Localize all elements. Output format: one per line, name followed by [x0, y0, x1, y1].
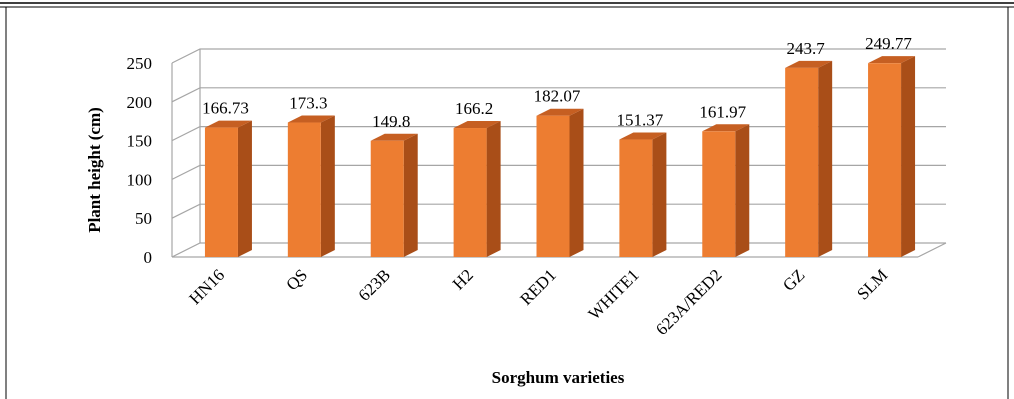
- y-tick-label: 250: [127, 54, 153, 73]
- bar-side-face: [237, 120, 252, 257]
- x-tick-label: 623B: [355, 265, 394, 304]
- bar-front-face: [536, 115, 570, 257]
- y-tick-label: 50: [135, 209, 152, 228]
- y-tick-label: 150: [127, 132, 153, 151]
- x-tick-label: QS: [282, 265, 311, 294]
- bar-top-face: [370, 133, 418, 141]
- data-labels: 166.73 173.3 149.8 166.2 182.07 151.37 161.97 2…: [202, 34, 912, 131]
- bar-front-face: [785, 67, 819, 258]
- bar-side-face: [735, 124, 750, 257]
- bar-front-face: [370, 140, 404, 257]
- x-tick-label: WHITE1: [585, 265, 643, 323]
- bars: [204, 56, 916, 258]
- floor-right-edge: [917, 242, 947, 258]
- data-label: 173.3: [289, 94, 327, 113]
- bar-front-face: [702, 131, 736, 257]
- bar: [453, 121, 501, 257]
- bar-side-face: [403, 133, 418, 257]
- y-axis-title: Plant height (cm): [85, 107, 104, 233]
- bar-top-face: [785, 60, 833, 68]
- bar: [204, 120, 252, 257]
- bar: [702, 124, 750, 257]
- data-label: 166.2: [455, 99, 493, 118]
- x-tick-label: RED1: [516, 265, 559, 308]
- bar-side-face: [901, 56, 916, 257]
- bar-top-face: [453, 121, 501, 129]
- bar-top-face: [204, 120, 252, 128]
- bar-side-face: [486, 121, 501, 257]
- bar-front-face: [204, 127, 238, 257]
- bar-top-face: [536, 108, 584, 116]
- bar-front-face: [287, 122, 321, 258]
- bar-top-face: [619, 132, 667, 140]
- x-tick-labels: HN16 QS 623B H2 RED1 WHITE1 623A/RED2 GZ SLM: [185, 265, 891, 339]
- x-tick-label: SLM: [853, 265, 891, 303]
- bar-side-face: [818, 60, 833, 258]
- y-tick-labels: 0 50 100 150 200 250: [127, 54, 153, 267]
- data-label: 243.7: [787, 39, 826, 58]
- y-tick-label: 200: [127, 93, 153, 112]
- bar-top-face: [287, 115, 335, 123]
- bar-front-face: [868, 63, 902, 257]
- data-label: 249.77: [865, 34, 912, 53]
- bar: [785, 60, 833, 258]
- x-tick-label: GZ: [779, 265, 808, 294]
- bar: [370, 133, 418, 257]
- bar-top-face: [702, 124, 750, 132]
- bar-front-face: [453, 128, 487, 257]
- bar-side-face: [652, 132, 667, 257]
- data-label: 161.97: [699, 102, 746, 121]
- data-label: 182.07: [534, 87, 581, 106]
- bar-front-face: [619, 139, 653, 257]
- data-label: 151.37: [617, 111, 664, 130]
- bar-side-face: [569, 108, 584, 257]
- y-tick-label: 100: [127, 170, 153, 189]
- x-tick-label: 623A/RED2: [652, 265, 726, 339]
- x-axis-title: Sorghum varieties: [492, 368, 625, 387]
- data-label: 149.8: [372, 112, 410, 131]
- bar-top-face: [868, 56, 916, 64]
- x-tick-label: H2: [449, 265, 477, 293]
- x-tick-label: HN16: [185, 265, 228, 308]
- data-label: 166.73: [202, 99, 249, 118]
- bar-side-face: [320, 115, 335, 258]
- bar: [287, 115, 335, 258]
- bar: [619, 132, 667, 257]
- bar: [868, 56, 916, 257]
- bar: [536, 108, 584, 257]
- y-tick-label: 0: [144, 248, 153, 267]
